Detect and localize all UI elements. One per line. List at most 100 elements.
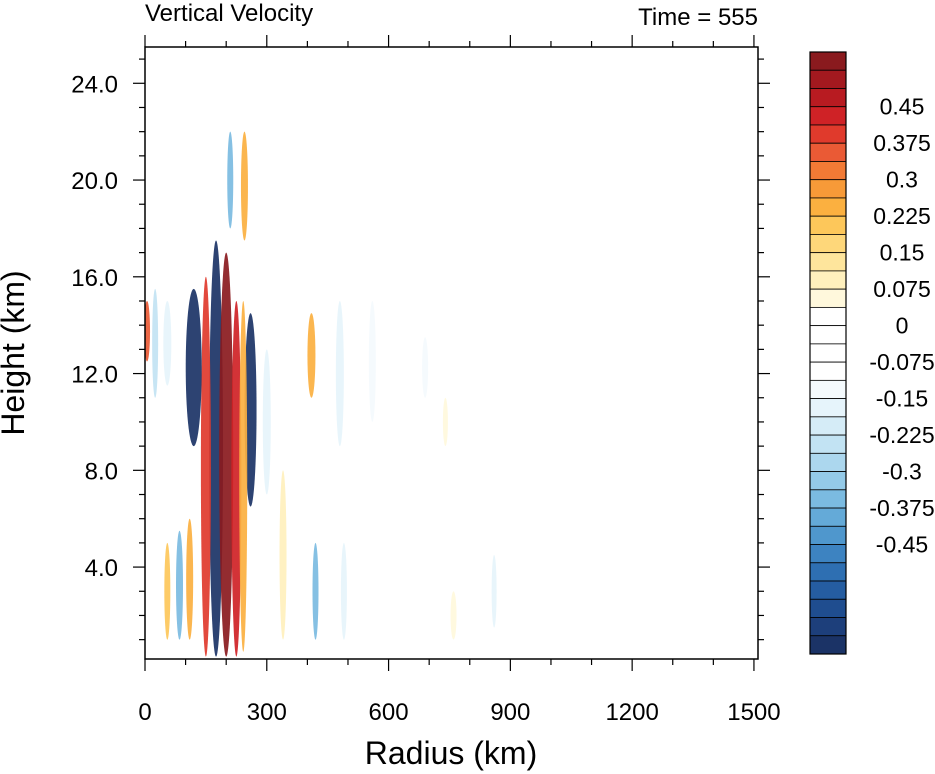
colorbar-swatch-16	[809, 343, 847, 363]
colorbar-label-11: -0.375	[869, 495, 934, 521]
velocity-streak-22	[442, 397, 448, 447]
colorbar-label-4: 0.15	[880, 240, 925, 266]
velocity-field	[145, 131, 622, 657]
colorbar-label-12: -0.45	[876, 532, 928, 558]
chart-title: Vertical Velocity	[145, 0, 313, 27]
colorbar-swatch-32	[809, 635, 847, 655]
x-tick-label-2: 600	[369, 699, 409, 726]
colorbar-label-0: 0.45	[880, 94, 925, 120]
velocity-streak-1	[219, 252, 234, 657]
velocity-streak-6	[239, 300, 248, 652]
velocity-streak-27	[292, 131, 298, 205]
colorbar-swatch-13	[809, 288, 847, 308]
colorbar-swatch-23	[809, 471, 847, 491]
colorbar-label-9: -0.225	[869, 422, 934, 448]
velocity-streak-20	[368, 300, 376, 422]
colorbar-swatch-10	[809, 234, 847, 254]
velocity-streak-5	[244, 313, 257, 507]
colorbar-swatch-24	[809, 489, 847, 509]
colorbar-swatch-21	[809, 434, 847, 454]
velocity-streak-25	[340, 542, 347, 640]
plot-frame	[144, 46, 759, 660]
y-tick-label-5: 24.0	[71, 71, 118, 98]
velocity-streak-3	[231, 300, 242, 657]
colorbar	[809, 51, 847, 655]
colorbar-swatch-26	[809, 525, 847, 545]
colorbar-swatch-6	[809, 161, 847, 181]
colorbar-swatch-28	[809, 562, 847, 582]
colorbar-swatch-5	[809, 142, 847, 162]
colorbar-label-6: 0	[896, 313, 909, 339]
colorbar-swatch-29	[809, 580, 847, 600]
velocity-streak-8	[227, 131, 234, 229]
velocity-streak-12	[145, 301, 151, 362]
velocity-streak-21	[422, 337, 429, 398]
x-tick-labels: 0 300 600 900 1200 1500	[138, 699, 780, 726]
colorbar-frame	[809, 51, 847, 655]
colorbar-swatch-19	[809, 398, 847, 418]
x-tick-label-0: 0	[138, 699, 151, 726]
colorbar-swatch-18	[809, 379, 847, 400]
colorbar-swatch-27	[809, 544, 847, 564]
velocity-streak-19	[335, 300, 344, 447]
colorbar-swatch-7	[809, 179, 847, 199]
velocity-streak-16	[312, 542, 319, 640]
colorbar-swatch-4	[809, 124, 847, 144]
colorbar-label-10: -0.3	[882, 459, 922, 485]
colorbar-swatch-30	[809, 598, 847, 618]
colorbar-swatch-3	[809, 106, 847, 126]
x-tick-label-1: 300	[247, 699, 287, 726]
velocity-streak-26	[491, 554, 497, 628]
x-axis-label: Radius (km)	[365, 735, 537, 771]
velocity-streak-23	[483, 313, 489, 350]
colorbar-label-1: 0.375	[873, 130, 931, 156]
y-tick-label-1: 8.0	[85, 458, 118, 485]
colorbar-labels: 0.45 0.375 0.3 0.225 0.15 0.075 0 -0.075 -0.15 -0…	[869, 94, 934, 558]
x-tick-label-3: 900	[490, 699, 530, 726]
y-tick-label-3: 16.0	[71, 265, 118, 292]
velocity-streak-2	[200, 276, 211, 657]
x-tick-label-4: 1200	[605, 699, 658, 726]
colorbar-swatch-22	[809, 452, 847, 472]
velocity-streak-29	[617, 639, 622, 657]
time-label: Time = 555	[638, 4, 758, 31]
axis-ticks	[133, 35, 770, 671]
velocity-streak-24	[450, 591, 457, 640]
colorbar-swatch-31	[809, 617, 847, 637]
velocity-streak-28	[524, 603, 530, 652]
x-tick-label-5: 1500	[727, 699, 780, 726]
y-tick-label-4: 20.0	[71, 168, 118, 195]
colorbar-label-8: -0.15	[876, 386, 928, 412]
colorbar-label-3: 0.225	[873, 203, 931, 229]
colorbar-label-7: -0.075	[869, 349, 934, 375]
velocity-streak-18	[262, 349, 271, 495]
colorbar-swatch-1	[809, 69, 847, 89]
velocity-streak-0	[209, 240, 224, 657]
velocity-streak-9	[186, 518, 194, 640]
colorbar-swatch-9	[809, 215, 847, 235]
velocity-streak-11	[164, 542, 171, 640]
colorbar-label-5: 0.075	[873, 276, 931, 302]
y-tick-label-0: 4.0	[85, 555, 118, 582]
colorbar-swatch-14	[809, 306, 847, 327]
y-axis-label: Height (km)	[0, 270, 31, 435]
colorbar-label-2: 0.3	[886, 167, 918, 193]
velocity-streak-4	[185, 288, 202, 447]
colorbar-swatch-15	[809, 325, 847, 345]
velocity-streak-7	[240, 131, 248, 241]
velocity-streak-15	[307, 313, 316, 398]
colorbar-swatch-25	[809, 507, 847, 527]
colorbar-swatch-17	[809, 361, 847, 381]
y-tick-labels: 4.0 8.0 12.0 16.0 20.0 24.0	[71, 71, 118, 582]
velocity-streak-14	[163, 300, 172, 386]
colorbar-swatch-11	[809, 252, 847, 272]
colorbar-swatch-2	[809, 88, 847, 108]
velocity-streak-13	[152, 288, 159, 398]
colorbar-swatch-20	[809, 416, 847, 436]
velocity-streak-10	[176, 530, 184, 640]
velocity-streak-17	[279, 470, 287, 640]
colorbar-swatch-8	[809, 197, 847, 217]
colorbar-swatch-0	[809, 51, 847, 71]
colorbar-swatch-12	[809, 270, 847, 290]
